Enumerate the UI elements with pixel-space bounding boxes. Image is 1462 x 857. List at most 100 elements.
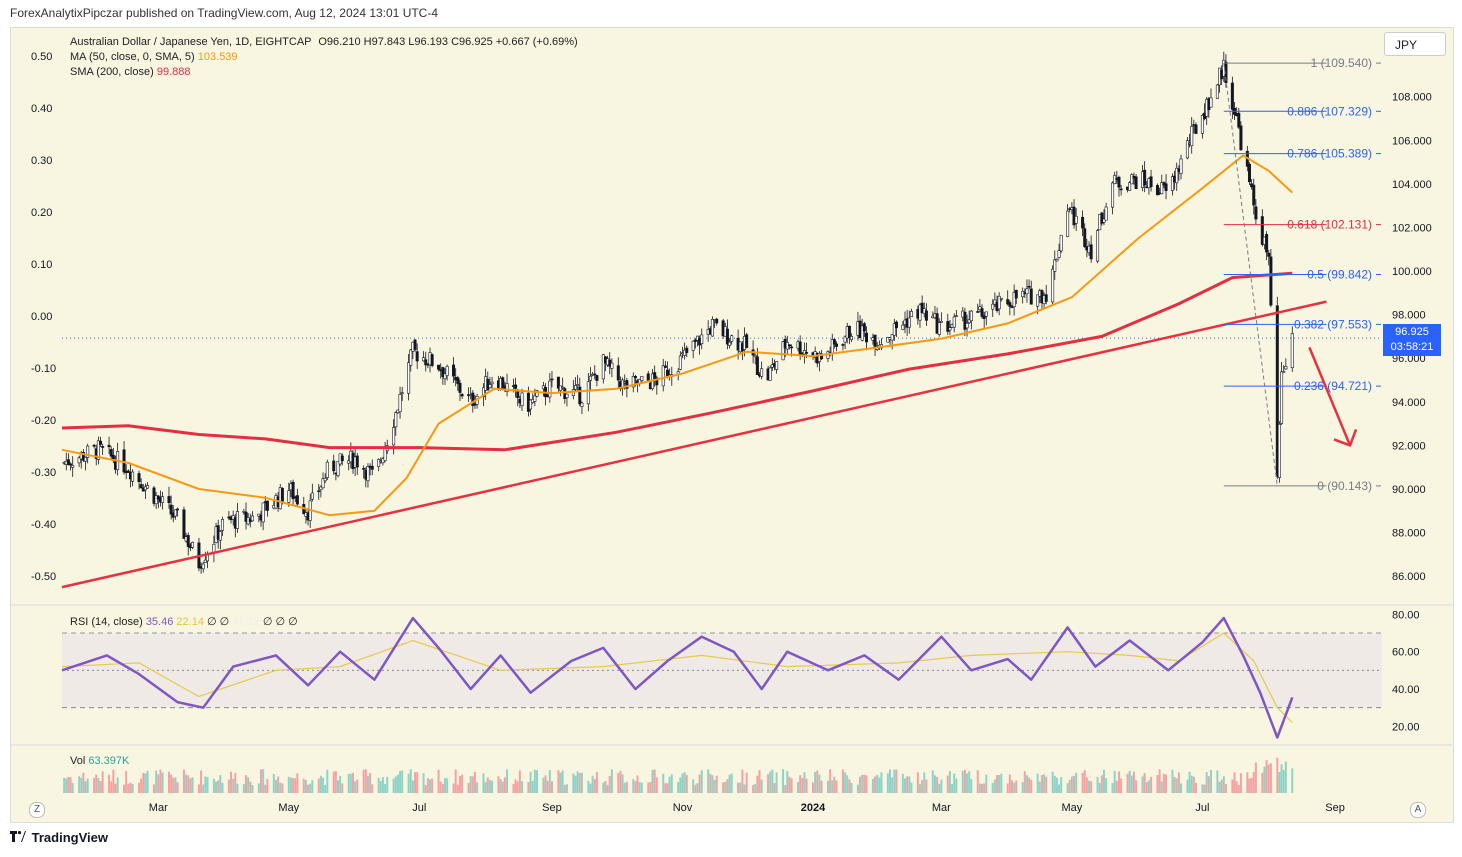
candle-body: [901, 324, 905, 330]
volume-bar: [322, 777, 325, 793]
volume-bar: [604, 781, 607, 793]
candle-body: [1143, 169, 1147, 186]
candle-body: [924, 310, 928, 321]
volume-bar: [292, 778, 295, 793]
candle-body: [976, 311, 980, 313]
candle-body: [1252, 184, 1256, 206]
time-axis-label: Sep: [1325, 802, 1345, 814]
candle-body: [663, 365, 667, 368]
volume-bar: [506, 769, 509, 793]
symbol-title[interactable]: Australian Dollar / Japanese Yen, 1D, EI…: [70, 36, 312, 48]
volume-bar: [1254, 762, 1257, 793]
candle-body: [1275, 305, 1279, 477]
volume-bar: [1045, 776, 1048, 793]
volume-bar: [1096, 776, 1099, 793]
volume-bar: [1128, 770, 1131, 793]
volume-bar: [317, 778, 320, 793]
volume-bar: [264, 784, 267, 793]
candle-body: [505, 383, 509, 392]
volume-bar: [381, 777, 384, 793]
volume-bar: [803, 772, 806, 793]
publisher-caption: ForexAnalytixPipczar published on Tradin…: [10, 6, 439, 20]
candle-body: [317, 490, 321, 493]
candle-body: [586, 381, 590, 405]
fib-level-label: 0.618 (102.131): [1287, 218, 1372, 232]
candle-body: [745, 334, 749, 348]
candle-body: [1215, 84, 1219, 99]
volume-bar: [948, 771, 951, 793]
volume-bar: [144, 773, 147, 793]
candle-body: [535, 390, 539, 397]
candle-body: [1190, 126, 1194, 147]
volume-bar: [1261, 772, 1264, 793]
volume-bar: [955, 778, 958, 793]
volume-bar: [185, 774, 188, 793]
sma200-label[interactable]: SMA (200, close): [70, 66, 154, 78]
volume-bar: [666, 783, 669, 793]
candle-body: [377, 459, 381, 467]
volume-bar: [846, 775, 849, 793]
volume-bar: [467, 782, 470, 793]
volume-bar: [1220, 779, 1223, 793]
volume-bar: [632, 779, 635, 793]
volume-bar: [99, 781, 102, 793]
volume-bar: [1008, 774, 1011, 793]
tradingview-logo[interactable]: TradingView: [10, 830, 108, 845]
candle-body: [588, 375, 592, 381]
currency-selector[interactable]: JPY: [1384, 32, 1446, 56]
volume-bar: [456, 784, 459, 793]
time-axis-label: Nov: [673, 802, 693, 814]
volume-bar: [820, 780, 823, 793]
volume-bar: [469, 775, 472, 793]
ma50-label[interactable]: MA (50, close, 0, SMA, 5): [70, 51, 195, 63]
volume-bar: [1083, 770, 1086, 793]
volume-group: [63, 757, 1294, 793]
candle-body: [366, 466, 370, 482]
auto-scale-button[interactable]: A: [1410, 802, 1426, 818]
candle-body: [107, 444, 111, 448]
vol-label[interactable]: Vol: [70, 755, 86, 767]
candle-body: [1053, 259, 1057, 272]
volume-bar: [392, 778, 395, 793]
volume-bar: [259, 769, 262, 793]
price-axis-tick: 100.000: [1392, 266, 1432, 278]
volume-bar: [1282, 770, 1285, 793]
volume-bar: [1038, 781, 1041, 793]
volume-bar: [572, 773, 575, 793]
volume-bar: [801, 777, 804, 793]
candle-body: [482, 387, 486, 398]
volume-bar: [1055, 777, 1058, 793]
volume-bar: [617, 772, 620, 793]
volume-bar: [831, 780, 834, 793]
volume-bar: [349, 773, 352, 793]
left-axis-tick: -0.20: [31, 415, 56, 427]
price-axis-tick: 86.000: [1392, 571, 1426, 583]
rsi-label[interactable]: RSI (14, close): [70, 616, 143, 628]
candle-body: [1104, 206, 1108, 221]
volume-bar: [129, 782, 132, 793]
volume-bar: [722, 782, 725, 793]
volume-bar: [940, 779, 943, 793]
time-axis-label: Sep: [542, 802, 562, 814]
fib-level-label: 1 (109.540): [1311, 56, 1372, 70]
candle-body: [86, 445, 90, 458]
volume-bar: [844, 772, 847, 793]
candle-body: [1083, 228, 1087, 247]
volume-bar: [775, 772, 778, 793]
candle-body: [398, 394, 402, 413]
volume-bar: [1278, 771, 1281, 793]
zoom-toggle-button[interactable]: Z: [29, 802, 45, 818]
volume-bar: [516, 781, 519, 793]
candle-body: [693, 339, 697, 342]
volume-bar: [1070, 776, 1073, 793]
support-trendline: [61, 300, 1327, 589]
volume-bar: [685, 774, 688, 793]
volume-bar: [563, 784, 566, 793]
volume-bar: [756, 775, 759, 793]
volume-bar: [422, 773, 425, 793]
price-axis-tick: 106.000: [1392, 135, 1432, 147]
candle-body: [1179, 158, 1183, 174]
volume-bar: [1090, 781, 1093, 793]
candle-body: [1247, 163, 1251, 183]
